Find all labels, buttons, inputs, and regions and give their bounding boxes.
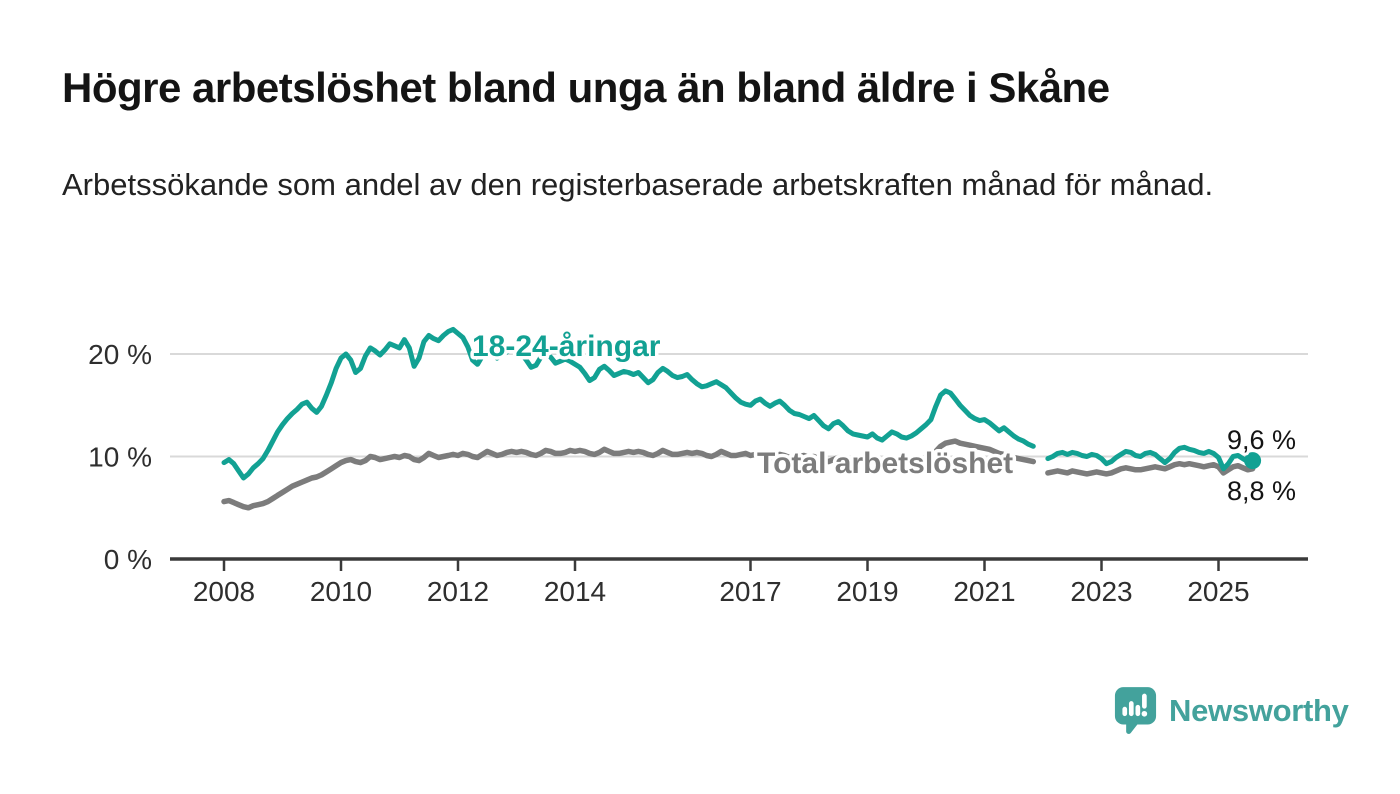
y-tick-label-20: 20 % [88,339,152,370]
series-line-total [221,438,1256,511]
y-tick-label-0: 0 % [104,544,152,575]
series-label-total: Total arbetslöshet [757,447,1013,480]
x-tick-label-2012: 2012 [427,576,489,607]
logo-exclamation-dot [1141,710,1148,717]
x-tick-label-2014: 2014 [544,576,606,607]
logo-bar-3 [1135,704,1141,717]
x-tick-label-2023: 2023 [1070,576,1132,607]
x-tick-label-2019: 2019 [836,576,898,607]
series-label-youth: 18-24-åringar [472,330,661,363]
series-end-dot [1244,452,1262,470]
logo-bar-1 [1122,706,1128,717]
x-tick-label-2021: 2021 [953,576,1015,607]
logo-bar-2 [1128,701,1134,717]
newsworthy-logo: Newsworthy [1114,686,1349,735]
newsworthy-wordmark: Newsworthy [1169,692,1349,728]
x-tick-label-2025: 2025 [1187,576,1249,607]
end-value-label-youth: 9,6 % [1227,425,1296,455]
x-tick-label-2017: 2017 [719,576,781,607]
bar-chart-speech-bubble-icon [1114,687,1157,734]
y-tick-label-10: 10 % [88,442,152,473]
chart-title: Högre arbetslöshet bland unga än bland ä… [62,64,1110,111]
series-line-youth [221,326,1256,481]
logo-exclamation-bar [1142,693,1147,709]
x-tick-label-2008: 2008 [193,576,255,607]
chart-subtitle: Arbetssökande som andel av den registerb… [62,167,1214,202]
x-tick-label-2010: 2010 [310,576,372,607]
end-value-label-total: 8,8 % [1227,476,1296,506]
